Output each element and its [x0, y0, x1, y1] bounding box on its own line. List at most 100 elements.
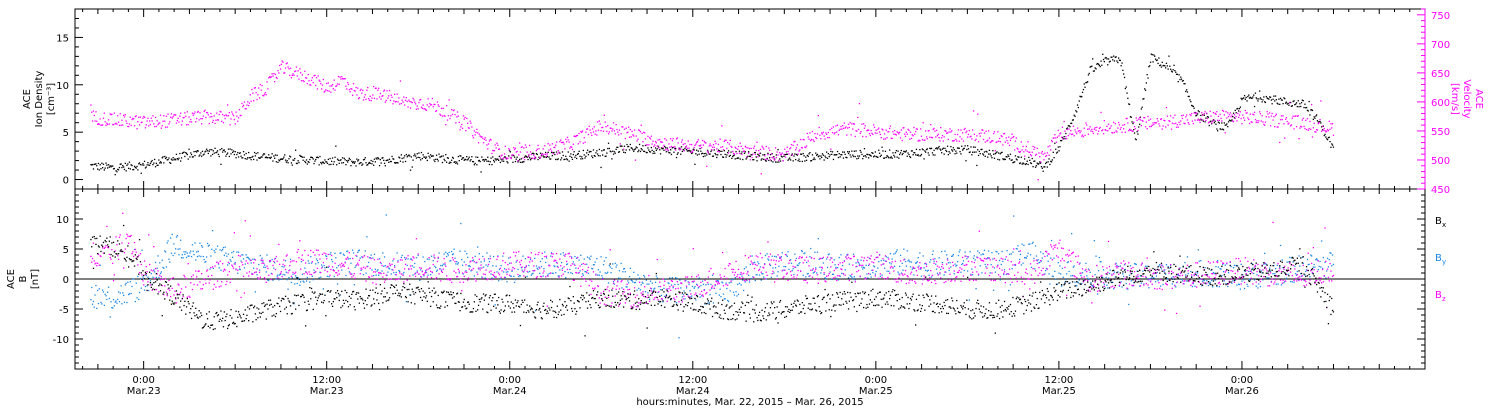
density-point: [107, 167, 109, 169]
by-point: [863, 266, 865, 268]
by-point: [874, 273, 876, 275]
density-point: [766, 157, 768, 160]
density-point: [549, 158, 551, 160]
by-point: [767, 258, 769, 260]
by-point: [160, 271, 162, 273]
density-point: [574, 156, 576, 158]
density-point: [1180, 78, 1183, 80]
velocity-point: [1279, 119, 1282, 121]
density-point: [977, 154, 980, 157]
velocity-point: [1262, 121, 1264, 123]
by-point: [551, 272, 553, 274]
density-point: [1308, 100, 1310, 103]
velocity-point: [501, 154, 503, 156]
velocity-point: [232, 113, 234, 115]
density-point: [767, 152, 769, 154]
velocity-point: [1020, 141, 1022, 143]
by-point: [971, 268, 973, 270]
by-point: [491, 277, 493, 279]
velocity-point: [829, 129, 831, 131]
density-point: [482, 158, 485, 161]
by-point: [129, 281, 131, 283]
density-point: [172, 157, 174, 159]
velocity-point: [544, 145, 546, 147]
by-point: [855, 262, 857, 264]
density-point: [352, 161, 355, 163]
velocity-point: [185, 115, 187, 117]
velocity-point: [1281, 118, 1283, 121]
by-point: [216, 245, 219, 247]
velocity-point: [920, 135, 923, 137]
by-point: [452, 253, 454, 255]
density-point: [723, 150, 725, 152]
density-point: [977, 149, 979, 151]
by-point: [206, 242, 209, 245]
by-point: [758, 263, 760, 265]
velocity-point: [1150, 125, 1152, 128]
velocity-point: [727, 152, 730, 154]
velocity-point: [540, 154, 543, 156]
by-point: [274, 262, 276, 264]
velocity-point: [1219, 113, 1221, 115]
density-point: [547, 151, 549, 153]
velocity-point: [964, 127, 966, 130]
by-point: [1259, 285, 1262, 288]
by-point: [375, 274, 377, 276]
velocity-point: [1178, 121, 1180, 123]
density-point: [163, 162, 165, 164]
by-point: [1314, 266, 1316, 268]
density-point: [873, 156, 875, 158]
density-point: [1058, 150, 1060, 152]
density-point: [1267, 98, 1269, 100]
density-point: [408, 154, 410, 156]
velocity-point: [705, 142, 707, 144]
density-point: [306, 163, 308, 165]
velocity-point: [944, 130, 946, 132]
velocity-point: [991, 140, 993, 142]
by-point: [263, 264, 266, 266]
density-point: [534, 158, 536, 160]
velocity-point: [217, 119, 220, 121]
velocity-point: [237, 117, 240, 119]
density-point: [878, 152, 881, 154]
density-point: [948, 151, 950, 153]
by-point: [379, 272, 381, 274]
by-point: [804, 252, 806, 254]
velocity-point: [1255, 121, 1257, 123]
by-point: [477, 246, 479, 248]
by-point: [238, 268, 241, 270]
by-point: [823, 273, 825, 275]
by-point: [302, 280, 304, 282]
density-point: [1045, 161, 1048, 163]
density-point: [1093, 70, 1095, 72]
density-point: [303, 156, 305, 158]
by-point: [252, 258, 254, 260]
density-point: [550, 151, 553, 154]
velocity-point: [631, 130, 633, 132]
by-point: [456, 263, 459, 265]
velocity-point: [194, 111, 196, 113]
density-point: [826, 157, 829, 159]
by-point: [1070, 275, 1072, 277]
velocity-point: [436, 101, 439, 103]
density-point: [1245, 96, 1247, 99]
by-point: [392, 260, 394, 262]
velocity-point: [672, 138, 674, 140]
velocity-point: [650, 135, 652, 137]
by-point: [552, 272, 554, 274]
density-point: [841, 154, 843, 156]
by-point: [570, 272, 572, 274]
velocity-point: [778, 159, 780, 161]
by-point: [268, 279, 270, 282]
velocity-point: [913, 126, 915, 129]
density-point: [1183, 83, 1185, 85]
by-point: [1290, 280, 1292, 283]
by-point: [565, 277, 567, 279]
density-point: [852, 154, 854, 156]
density-point: [98, 169, 100, 171]
velocity-point: [886, 137, 888, 139]
density-point: [109, 165, 111, 167]
density-point: [704, 155, 706, 157]
by-point: [1332, 263, 1335, 266]
density-point: [883, 157, 886, 159]
